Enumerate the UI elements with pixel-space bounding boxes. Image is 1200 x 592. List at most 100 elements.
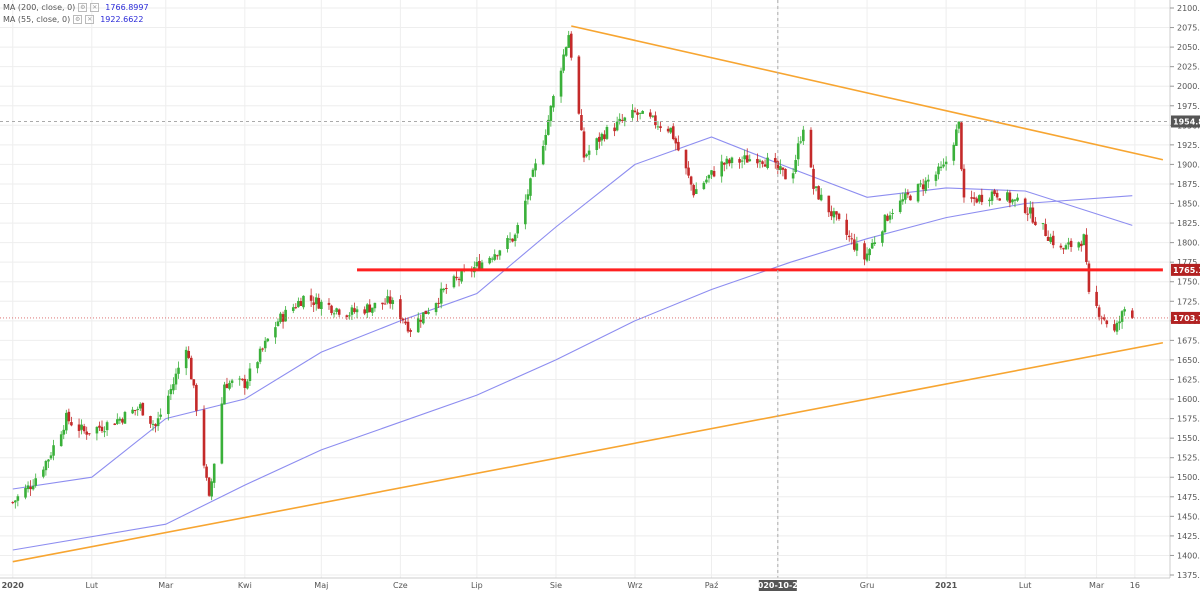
candle-down (1105, 320, 1109, 325)
candle-up (480, 262, 484, 271)
candle-up (934, 174, 938, 181)
candle-down (972, 197, 976, 199)
candle-up (320, 301, 323, 309)
candle-down (636, 112, 639, 115)
candle-down (77, 424, 81, 431)
price-tick-label: 1775.00 (1177, 258, 1200, 267)
gear-icon[interactable]: ⚙ (78, 3, 88, 12)
candle-down (812, 168, 815, 189)
candle-up (355, 309, 359, 313)
candle-down (569, 33, 573, 58)
candle-up (246, 381, 249, 389)
candle-up (498, 250, 502, 256)
candle-up (452, 276, 456, 288)
trendline-layer[interactable] (12, 25, 1164, 563)
candle-up (901, 199, 905, 202)
candle-up (52, 445, 55, 456)
price-axis[interactable]: 2100.00 2075.00 2050.00 2025.00 2000.00 1975.… (1169, 0, 1200, 580)
candle-down (345, 315, 349, 317)
candle-up (506, 238, 509, 249)
level-price-badge: 1765.16 (1173, 266, 1200, 275)
candle-down (401, 318, 405, 321)
legend-ma200-value: 1766.8997 (105, 3, 149, 12)
candle-up (156, 418, 160, 427)
candle-up (942, 164, 945, 167)
candle-up (159, 414, 162, 417)
time-tick-label: Lip (471, 581, 483, 590)
candle-up (1118, 321, 1121, 324)
candle-up (105, 422, 109, 431)
candle-up (669, 127, 673, 133)
time-tick-label: Paź (705, 581, 719, 590)
candle-down (998, 198, 1001, 201)
candle-up (868, 249, 871, 256)
candle-down (243, 378, 247, 388)
close-icon[interactable]: ✕ (90, 3, 100, 12)
candle-down (809, 129, 813, 168)
candle-up (335, 308, 338, 312)
candle-down (613, 127, 616, 132)
price-tick-label: 1500.00 (1177, 473, 1200, 482)
candle-up (564, 47, 568, 56)
candle-down (327, 302, 331, 305)
candle-up (1049, 237, 1052, 243)
price-tick-label: 1900.00 (1177, 160, 1200, 169)
candle-up (819, 194, 823, 201)
candle-up (1011, 199, 1014, 203)
candle-up (248, 368, 252, 382)
candle-down (763, 164, 767, 167)
candle-up (705, 179, 708, 183)
candle-up (493, 254, 497, 260)
candle-down (1069, 240, 1073, 247)
candle-up (618, 118, 622, 122)
candle-up (167, 395, 170, 415)
candle-up (524, 200, 527, 225)
close-icon[interactable]: ✕ (85, 15, 95, 24)
candle-down (1113, 324, 1116, 331)
candle-up (434, 303, 438, 313)
candle-up (898, 200, 902, 212)
candle-down (830, 211, 833, 217)
candle-up (169, 388, 173, 395)
price-tick-label: 1925.00 (1177, 141, 1200, 150)
candle-down (424, 310, 428, 315)
candle-up (386, 296, 389, 303)
candle-down (478, 260, 481, 270)
candle-up (656, 126, 660, 128)
candle-down (863, 243, 866, 260)
gear-icon[interactable]: ⚙ (73, 15, 83, 24)
candle-up (526, 194, 530, 200)
candle-up (924, 180, 928, 191)
candle-down (455, 276, 458, 279)
candle-up (371, 307, 374, 313)
time-tick-label: Lut (1019, 581, 1032, 590)
candle-up (870, 242, 874, 249)
candle-up (1123, 309, 1126, 312)
candle-up (873, 242, 877, 244)
price-tick-label: 1525.00 (1177, 454, 1200, 463)
candle-down (85, 431, 89, 435)
candle-down (847, 235, 851, 238)
candle-up (595, 138, 599, 151)
legend-ma55: MA (55, close, 0) ⚙ ✕ 1922.6622 (3, 15, 143, 24)
candle-down (845, 219, 848, 235)
candle-up (541, 145, 545, 165)
time-axis[interactable]: 2020 Lut Mar Kwi Maj Cze Lip Sie Wrz Paź 2020-10-2… (0, 577, 1170, 591)
candle-down (620, 119, 624, 121)
price-tick-label: 2000.00 (1177, 82, 1200, 91)
candle-up (531, 169, 535, 177)
price-tick-label: 1450.00 (1177, 512, 1200, 521)
resistance-trendline (571, 25, 1164, 161)
candle-up (297, 300, 300, 308)
candle-up (559, 70, 563, 97)
candle-down (299, 301, 303, 306)
candle-up (138, 404, 142, 409)
candle-up (1115, 322, 1119, 332)
candle-down (993, 190, 996, 195)
candle-up (641, 110, 644, 114)
price-tick-label: 1400.00 (1177, 551, 1200, 560)
candle-up (373, 302, 377, 309)
candle-up (988, 199, 991, 202)
candle-up (544, 134, 548, 145)
